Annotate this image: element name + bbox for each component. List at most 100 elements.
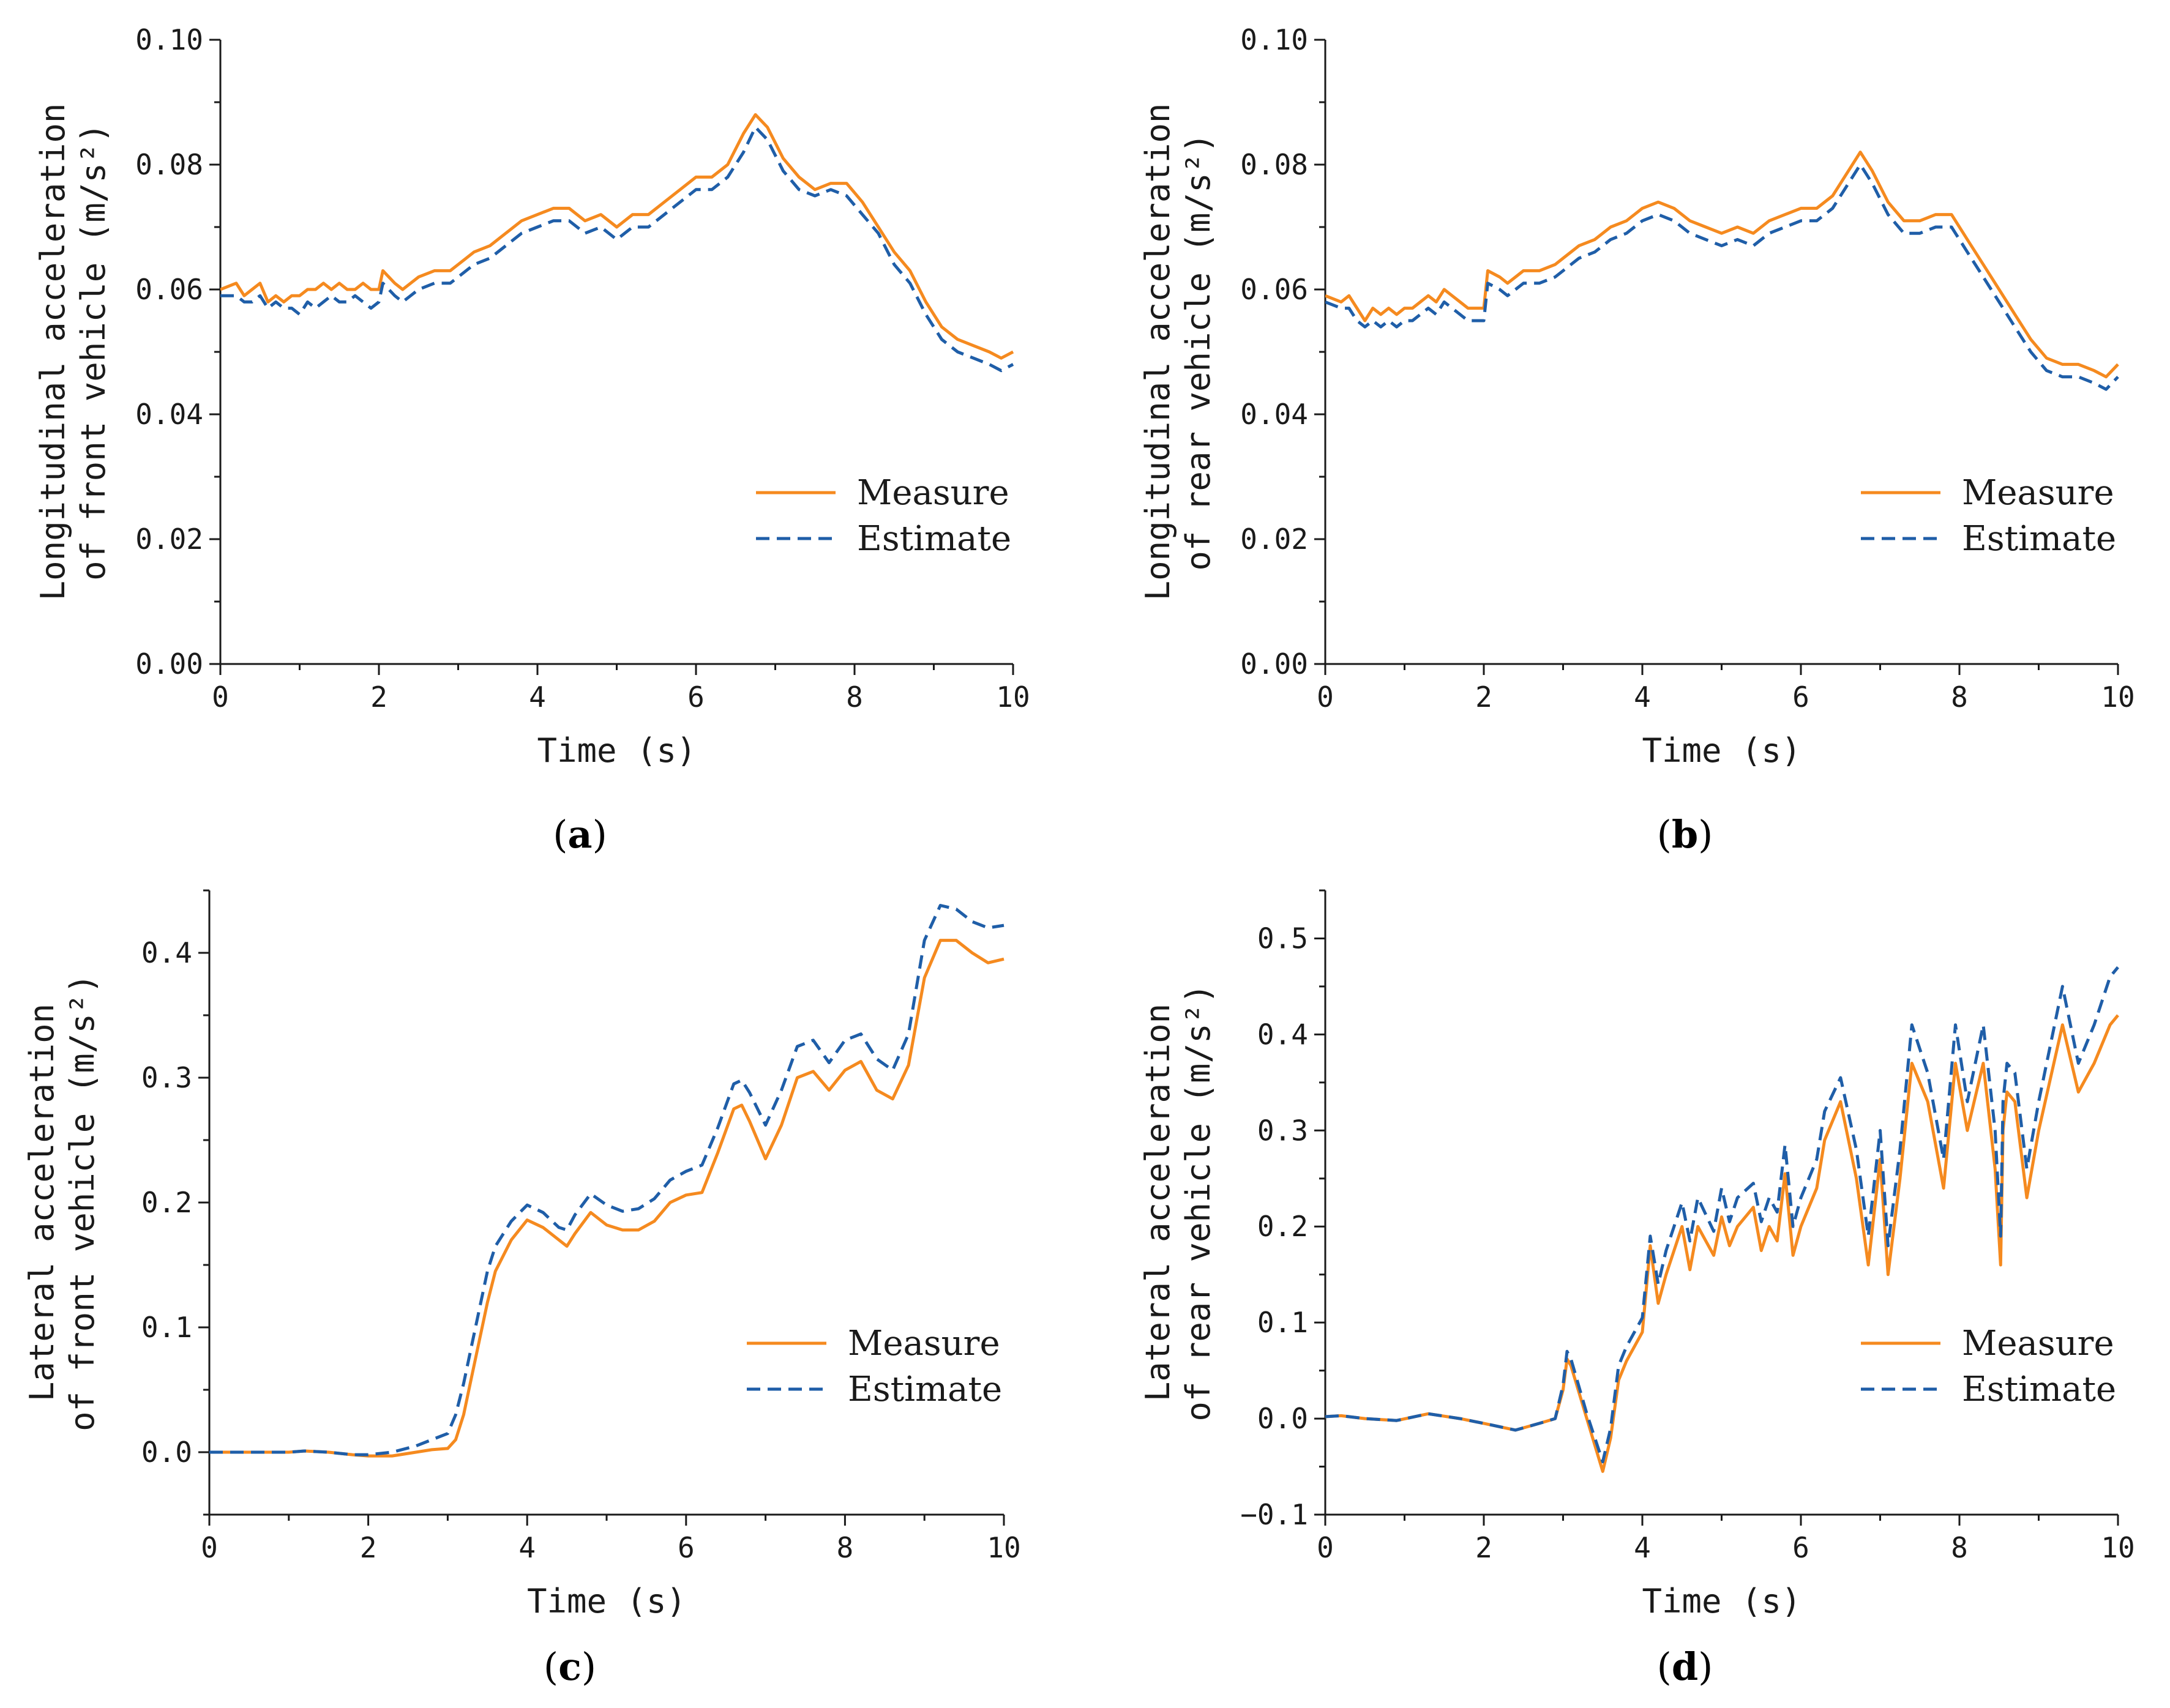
series-line-measure — [1325, 1014, 2119, 1473]
legend-label-measure: Measure — [857, 473, 1009, 513]
y-tick-label: 0.4 — [141, 936, 192, 969]
x-axis-title: Time (s) — [1642, 1582, 1801, 1620]
y-axis-title: Longitudinal accelerationof front vehicl… — [34, 103, 113, 601]
x-axis-title: Time (s) — [1642, 731, 1801, 770]
x-tick-label: 8 — [837, 1531, 854, 1564]
y-tick-label: 0.04 — [1240, 398, 1308, 431]
panel-label: (c) — [544, 1644, 596, 1689]
y-tick-label: 0.1 — [1257, 1306, 1308, 1339]
x-tick-label: 0 — [201, 1531, 218, 1564]
chart-panel-b: 0 2 4 6 8 10 0.00 0.02 0.04 0.06 0.08 0.10 Time (s) L… — [1139, 23, 2135, 857]
y-tick-label: 0.3 — [1257, 1114, 1308, 1147]
y-axis-title-line: of rear vehicle (m/s²) — [1179, 983, 1218, 1421]
y-tick-label: 0.4 — [1257, 1018, 1308, 1051]
y-tick-label: 0.1 — [141, 1311, 192, 1344]
x-tick-label: 4 — [1634, 1531, 1651, 1564]
panel-label-close: ) — [1698, 1644, 1713, 1689]
panel-label: (b) — [1657, 812, 1713, 857]
x-tick-label: 8 — [846, 681, 863, 714]
panel-label-close: ) — [582, 1644, 596, 1689]
x-tick-label: 10 — [2101, 1531, 2134, 1564]
chart-panel-c: 0 2 4 6 8 10 0.0 0.1 0.2 0.3 0.4 Time (s) Lateral ac… — [23, 889, 1021, 1689]
x-axis-title: Time (s) — [527, 1582, 686, 1620]
y-tick-label: 0.3 — [141, 1061, 192, 1094]
x-tick-label: 4 — [1634, 681, 1651, 714]
y-axis-title: Longitudinal accelerationof rear vehicle… — [1139, 103, 1218, 601]
panel-label-open: ( — [1657, 1644, 1672, 1689]
y-axis-title: Lateral accelerationof rear vehicle (m/s… — [1139, 983, 1218, 1421]
y-axis-title-line: Longitudinal acceleration — [34, 103, 72, 601]
x-tick-label: 2 — [1475, 681, 1492, 714]
x-tick-label: 10 — [2101, 681, 2134, 714]
x-tick-label: 2 — [1475, 1531, 1492, 1564]
series-line-estimate — [1325, 966, 2119, 1464]
x-tick-label: 8 — [1951, 1531, 1968, 1564]
panel-label-open: ( — [544, 1644, 558, 1689]
y-tick-label: 0.2 — [141, 1186, 192, 1219]
x-axis-title: Time (s) — [537, 731, 696, 770]
legend-label-measure: Measure — [1962, 473, 2114, 513]
x-tick-label: 6 — [687, 681, 705, 714]
y-axis-title-line: Lateral acceleration — [1139, 1004, 1177, 1401]
y-tick-label: 0.02 — [1240, 523, 1308, 556]
x-tick-label: 10 — [987, 1531, 1020, 1564]
y-tick-label: 0.0 — [1257, 1402, 1308, 1435]
series-line-estimate — [209, 904, 1005, 1456]
y-tick-label: 0.04 — [135, 398, 203, 431]
x-tick-label: 6 — [1792, 1531, 1809, 1564]
y-tick-label: 0.10 — [1240, 23, 1308, 56]
panel-label-close: ) — [1698, 812, 1713, 857]
y-tick-label: 0.02 — [135, 523, 203, 556]
x-tick-label: 0 — [212, 681, 229, 714]
panel-label-letter: c — [558, 1644, 582, 1689]
y-tick-label: −0.1 — [1240, 1498, 1308, 1531]
legend-label-estimate: Estimate — [1962, 519, 2116, 559]
y-tick-label: 0.2 — [1257, 1210, 1308, 1243]
y-axis-title-line: Longitudinal acceleration — [1139, 103, 1177, 601]
x-tick-label: 6 — [678, 1531, 695, 1564]
panel-label: (d) — [1657, 1644, 1713, 1689]
series-line-measure — [1325, 151, 2119, 379]
x-tick-label: 0 — [1317, 681, 1334, 714]
y-tick-label: 0.08 — [135, 148, 203, 181]
x-tick-label: 8 — [1951, 681, 1968, 714]
panel-label-letter: a — [567, 812, 592, 857]
y-tick-label: 0.10 — [135, 23, 203, 56]
y-tick-label: 0.08 — [1240, 148, 1308, 181]
series-line-measure — [209, 939, 1005, 1458]
series-line-estimate — [1325, 163, 2119, 391]
x-tick-label: 0 — [1317, 1531, 1334, 1564]
x-tick-label: 2 — [360, 1531, 377, 1564]
y-tick-label: 0.5 — [1257, 922, 1308, 955]
panel-label-letter: b — [1672, 812, 1698, 857]
series-line-estimate — [220, 125, 1014, 373]
panel-label-letter: d — [1672, 1644, 1698, 1689]
y-axis-title-line: of front vehicle (m/s²) — [74, 123, 113, 581]
x-tick-label: 10 — [996, 681, 1030, 714]
panel-label-close: ) — [593, 812, 607, 857]
y-axis-title-line: of front vehicle (m/s²) — [63, 974, 102, 1431]
legend-label-estimate: Estimate — [1962, 1370, 2116, 1409]
series-line-measure — [220, 113, 1014, 360]
x-tick-label: 4 — [518, 1531, 536, 1564]
y-axis-title-line: Lateral acceleration — [23, 1004, 61, 1401]
y-tick-label: 0.00 — [1240, 647, 1308, 681]
legend-label-estimate: Estimate — [848, 1370, 1002, 1409]
chart-panel-d: 0 2 4 6 8 10 −0.1 0.0 0.1 0.2 0.3 0.4 0.5 Time (s) Lat… — [1139, 889, 2135, 1689]
panel-label: (a) — [553, 812, 607, 857]
y-tick-label: 0.06 — [135, 273, 203, 306]
y-tick-label: 0.00 — [135, 647, 203, 681]
x-tick-label: 2 — [370, 681, 387, 714]
legend-label-estimate: Estimate — [857, 519, 1011, 559]
legend-label-measure: Measure — [848, 1324, 1000, 1363]
panel-label-open: ( — [553, 812, 567, 857]
y-axis-title-line: of rear vehicle (m/s²) — [1179, 133, 1218, 570]
panel-label-open: ( — [1657, 812, 1672, 857]
y-tick-label: 0.0 — [141, 1436, 192, 1469]
legend-label-measure: Measure — [1962, 1324, 2114, 1363]
y-tick-label: 0.06 — [1240, 273, 1308, 306]
x-tick-label: 6 — [1792, 681, 1809, 714]
x-tick-label: 4 — [529, 681, 546, 714]
y-axis-title: Lateral accelerationof front vehicle (m/… — [23, 974, 102, 1431]
